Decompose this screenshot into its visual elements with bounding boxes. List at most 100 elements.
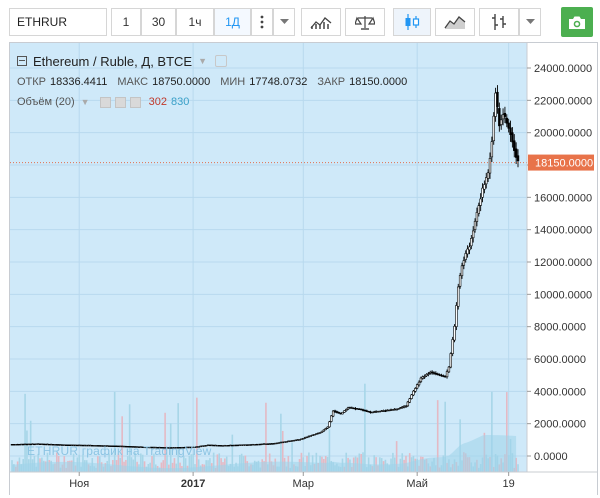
volume-bar <box>505 392 508 472</box>
bars-icon[interactable] <box>479 8 519 36</box>
candle-body <box>410 394 413 399</box>
camera-icon[interactable] <box>561 7 593 37</box>
candle-body <box>436 373 439 375</box>
interval-1d-button[interactable]: 1Д <box>214 8 251 36</box>
candle-body <box>262 443 266 445</box>
candle-body <box>442 375 445 377</box>
chevron-down-icon[interactable] <box>273 8 295 36</box>
ohlc-values: ОТКР 18336.4411 МАКС 18750.0000 МИН 1774… <box>17 76 413 90</box>
time-tick-label: Мар <box>293 478 315 490</box>
candle-body <box>326 426 329 429</box>
candle-body <box>307 435 311 438</box>
volume-bar <box>401 453 404 472</box>
candle-body <box>447 366 451 373</box>
candle-body <box>216 444 219 447</box>
visibility-icon[interactable] <box>99 96 111 108</box>
candle-body <box>438 374 441 376</box>
candle-body <box>221 445 225 447</box>
compare-icon[interactable] <box>345 8 385 36</box>
candle-body <box>451 339 454 354</box>
close-icon[interactable] <box>129 96 141 108</box>
candle-body <box>244 444 247 446</box>
candle-body <box>246 444 249 446</box>
candle-body <box>218 445 221 447</box>
volume-bar <box>392 452 394 472</box>
symbol-title: Ethereum / Ruble, Д, BTCE <box>33 53 193 69</box>
candle-body <box>214 444 217 447</box>
candle-body <box>285 441 288 443</box>
volume-bar <box>364 383 366 472</box>
volume-bar <box>308 452 310 472</box>
volume-ma-value: 830 <box>170 96 190 108</box>
chevron-down-icon[interactable] <box>519 8 541 36</box>
high-value: 18750.0000 <box>152 76 211 88</box>
candle-body <box>23 443 27 446</box>
candle-body <box>212 444 215 447</box>
candle-body <box>305 436 309 439</box>
candle-body <box>475 212 479 222</box>
volume-value: 302 <box>148 96 167 108</box>
price-tick-label: 10000.0000 <box>534 289 592 301</box>
candle-body <box>341 412 344 415</box>
chevron-down-icon[interactable]: ▼ <box>198 56 208 66</box>
candle-body <box>20 443 23 446</box>
settings-icon[interactable] <box>215 55 228 67</box>
candle-body <box>298 439 301 441</box>
candle-body <box>514 148 518 158</box>
candle-body <box>488 157 492 174</box>
chevron-down-icon[interactable]: ▼ <box>80 97 90 107</box>
volume-bar <box>395 441 398 472</box>
candle-body <box>322 429 326 432</box>
symbol-input[interactable]: ETHRUR <box>9 8 107 36</box>
candle-body <box>391 409 395 411</box>
candle-body <box>330 415 333 422</box>
interval-30-button[interactable]: 30 <box>141 8 176 36</box>
collapse-icon[interactable] <box>17 56 27 66</box>
volume-bar <box>153 453 155 472</box>
candle-body <box>513 140 516 151</box>
candle-body <box>494 92 497 117</box>
candle-body <box>281 441 284 444</box>
price-tick-label: 20000.0000 <box>534 128 592 140</box>
candle-body <box>354 408 357 410</box>
volume-label: Объём (20) <box>17 96 75 108</box>
candles-icon[interactable] <box>393 8 431 36</box>
candle-body <box>421 376 424 379</box>
time-tick-label: 19 <box>503 478 515 490</box>
volume-bar <box>188 455 191 472</box>
volume-bar <box>179 462 181 472</box>
candle-body <box>380 410 383 412</box>
indicators-icon[interactable] <box>301 8 341 36</box>
candle-body <box>389 409 393 411</box>
candle-body <box>496 91 499 107</box>
volume-bar <box>436 400 439 472</box>
volume-bar <box>132 459 135 472</box>
candle-body <box>430 371 434 374</box>
plot-background <box>10 43 527 472</box>
area-chart-icon[interactable] <box>435 8 475 36</box>
volume-bar <box>108 453 110 472</box>
volume-bar <box>130 457 133 472</box>
candle-body <box>417 381 421 386</box>
candle-body <box>358 408 361 410</box>
volume-bar <box>218 453 221 472</box>
candle-body <box>455 305 458 327</box>
candle-body <box>10 444 14 446</box>
candle-body <box>429 371 432 374</box>
candle-body <box>468 246 471 251</box>
volume-ma-area <box>12 435 517 472</box>
candle-body <box>369 411 372 413</box>
volume-bar <box>265 402 267 472</box>
candle-body <box>464 253 467 260</box>
candle-body <box>22 443 25 446</box>
interval-1h-button[interactable]: 1ч <box>176 8 214 36</box>
volume-bar <box>184 458 187 472</box>
more-intervals-icon[interactable] <box>251 8 273 36</box>
high-label: МАКС <box>117 76 149 88</box>
interval-1-button[interactable]: 1 <box>111 8 141 36</box>
settings-icon[interactable] <box>114 96 126 108</box>
candle-body <box>457 286 460 307</box>
candle-body <box>498 108 501 127</box>
